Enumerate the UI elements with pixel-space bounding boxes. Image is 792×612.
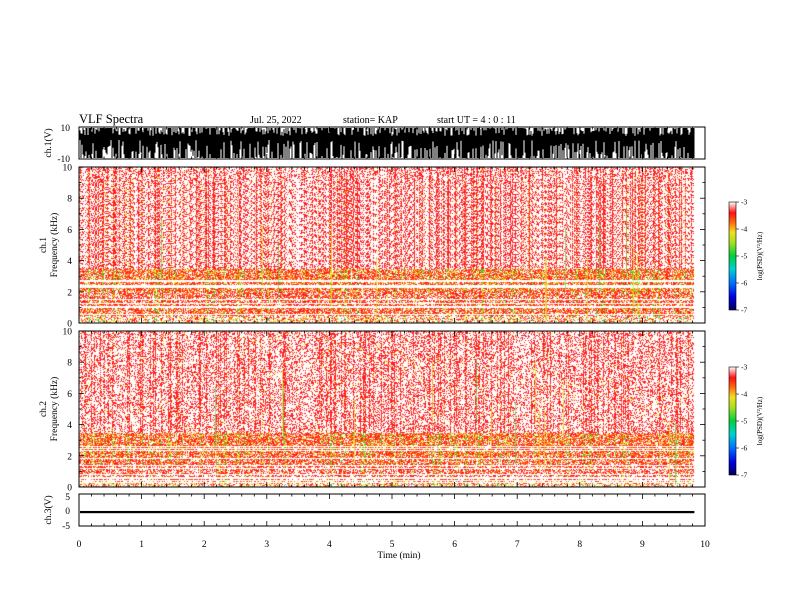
ch3-waveform-panel: 5 0 -5 ch.3(V) <box>43 493 706 532</box>
time-tick-label: 4 <box>327 540 332 550</box>
station-label: station= KAP <box>343 115 398 126</box>
ch1-colorbar-ticks: -3 -4 -5 -6 -7 <box>736 198 747 315</box>
ch1-colorbar-gradient <box>728 201 737 311</box>
frequency-tick-label: 4 <box>67 421 72 431</box>
time-tick-label: 8 <box>577 540 582 550</box>
ch2-spectrogram-panel: 0 2 4 6 8 10 ch.2 Frequency (kHz) <box>39 328 706 494</box>
colorbar-tick-label: -3 <box>741 198 747 207</box>
ch3-waveform-band <box>80 510 695 514</box>
colorbar-tick-label: -5 <box>741 252 747 261</box>
ch2-colorbar-ticks: -3 -4 -5 -6 -7 <box>736 363 747 480</box>
colorbar-tick-label: -7 <box>741 306 747 315</box>
frequency-tick-label: 8 <box>67 359 72 369</box>
colorbar-tick-label: -5 <box>741 417 747 426</box>
time-tick-label: 9 <box>640 540 645 550</box>
colorbar-tick-label: -4 <box>741 225 747 234</box>
ch2-spectrogram-yticks: 0 2 4 6 8 10 <box>63 328 705 494</box>
ch2-spectrogram-ylabel-channel: ch.2 <box>39 401 49 417</box>
colorbar-tick-label: -3 <box>741 363 747 372</box>
frequency-tick-label: 2 <box>67 288 72 298</box>
figure-title: VLF Spectra <box>79 112 144 126</box>
ch2-colorbar-gradient <box>728 366 737 476</box>
ch3-waveform-ylabel: ch.3(V) <box>43 495 54 524</box>
time-tick-label: 0 <box>77 540 82 550</box>
ch1-waveform-xticks <box>78 127 706 159</box>
ch1-ytick-bottom: -10 <box>57 155 70 165</box>
ch2-spectrogram-image <box>79 331 705 487</box>
ch3-ytick-top: 5 <box>65 493 70 503</box>
frequency-tick-label: 6 <box>67 390 72 400</box>
ch2-colorbar-label: log(PSD)(V²/Hz) <box>756 396 764 445</box>
ch1-colorbar-label: log(PSD)(V²/Hz) <box>756 231 764 280</box>
colorbar-tick-label: -7 <box>741 471 747 480</box>
ch1-waveform-ylabel: ch.1(V) <box>43 128 54 157</box>
ch1-colorbar: -3 -4 -5 -6 -7 log(PSD)(V²/Hz) <box>728 198 764 315</box>
ch2-spectrogram-xticks <box>78 331 706 487</box>
ch3-waveform-trace <box>80 510 695 514</box>
frequency-tick-label: 0 <box>67 320 72 330</box>
ch1-spectrogram-xticks <box>78 167 706 323</box>
ch2-colorbar: -3 -4 -5 -6 -7 log(PSD)(V²/Hz) <box>728 363 764 480</box>
time-tick-label: 5 <box>390 540 395 550</box>
frequency-tick-label: 6 <box>67 226 72 236</box>
ch3-ytick-middle: 0 <box>65 507 70 517</box>
spectrogram-pixels <box>79 167 705 323</box>
date-label: Jul. 25, 2022 <box>250 115 302 126</box>
frequency-tick-label: 10 <box>63 164 73 174</box>
spectrogram-pixels <box>79 331 705 487</box>
ch1-waveform-trace <box>79 128 695 158</box>
ch1-spectrogram-yticks: 0 2 4 6 8 10 <box>63 164 705 330</box>
frequency-tick-label: 8 <box>67 195 72 205</box>
time-tick-label: 7 <box>515 540 520 550</box>
ch1-spectrogram-image <box>79 167 705 323</box>
frequency-tick-label: 4 <box>67 257 72 267</box>
time-tick-label: 3 <box>264 540 269 550</box>
time-tick-label: 10 <box>700 540 710 550</box>
colorbar-tick-label: -6 <box>741 279 747 288</box>
start-time-label: start UT = 4 : 0 : 11 <box>437 115 516 126</box>
ch1-spectrogram-panel: 0 2 4 6 8 10 ch.1 Frequency (kHz) <box>39 164 706 330</box>
frequency-tick-label: 0 <box>67 484 72 494</box>
ch1-spectrogram-ylabel-frequency: Frequency (kHz) <box>49 213 60 278</box>
ch1-ytick-top: 10 <box>61 124 71 134</box>
frequency-tick-label: 2 <box>67 452 72 462</box>
colorbar-tick-label: -6 <box>741 444 747 453</box>
ch3-ytick-bottom: -5 <box>62 522 70 532</box>
ch1-waveform-panel: 10 -10 ch.1(V) <box>43 124 706 165</box>
time-tick-label: 6 <box>452 540 457 550</box>
frequency-tick-label: 10 <box>63 328 73 338</box>
time-axis-tick-labels: 0 1 2 3 4 5 6 7 8 9 10 <box>77 540 710 550</box>
colorbar-tick-label: -4 <box>741 390 747 399</box>
time-tick-label: 2 <box>202 540 207 550</box>
ch1-spectrogram-ylabel-channel: ch.1 <box>39 237 49 253</box>
ch2-spectrogram-ylabel-frequency: Frequency (kHz) <box>49 377 60 442</box>
time-axis-label: Time (min) <box>377 550 420 561</box>
time-tick-label: 1 <box>139 540 144 550</box>
ch1-waveform-line <box>79 128 695 158</box>
ch3-waveform-xticks <box>78 494 706 526</box>
